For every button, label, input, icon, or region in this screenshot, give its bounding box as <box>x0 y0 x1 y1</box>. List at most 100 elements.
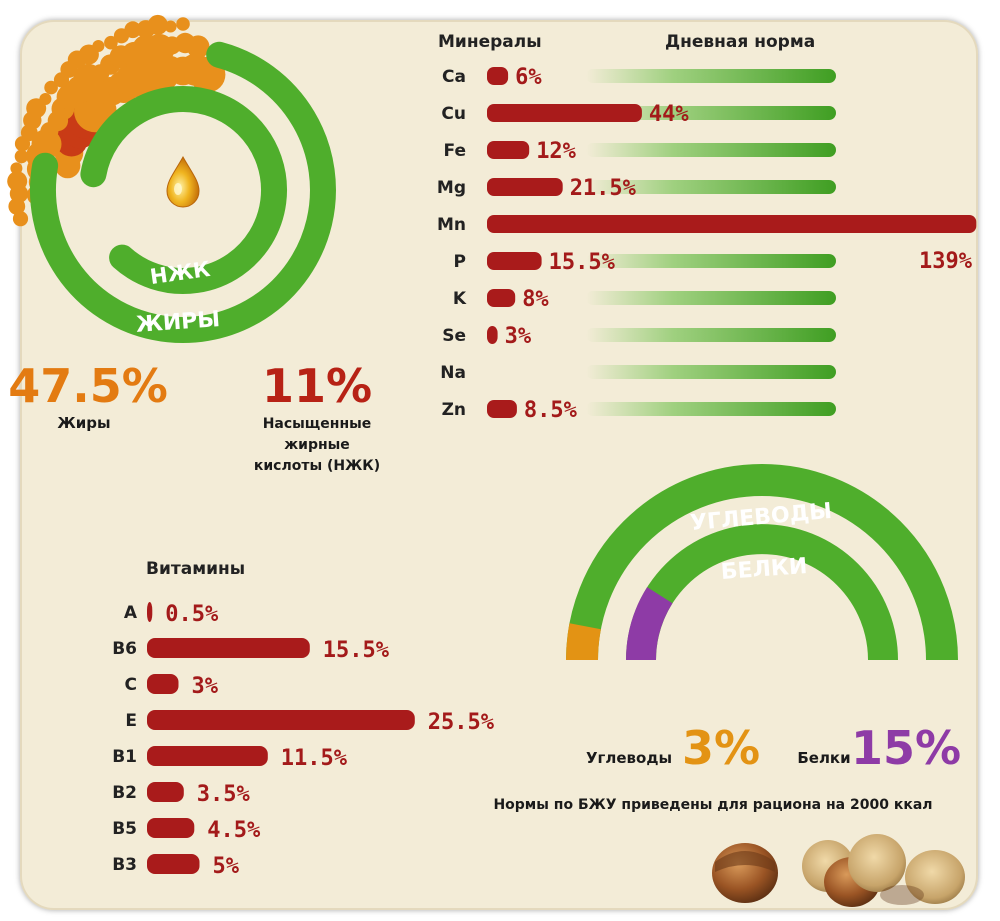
mineral-row-zn: Zn 8.5% <box>442 398 836 423</box>
minerals-bar-chart: Минералы Дневная норма Ca 6% Cu 44% Fe 12% Mg 2… <box>437 32 977 423</box>
vitamin-value-label: 0.5% <box>165 602 219 627</box>
macro-arc-chart: УГЛЕВОДЫ БЕЛКИ <box>566 464 958 661</box>
protein-arc-label: БЕЛКИ <box>720 554 808 585</box>
fat-bubble <box>7 171 28 192</box>
vitamin-value-label: 3% <box>192 674 219 699</box>
mineral-label: P <box>454 252 466 272</box>
fat-bubble <box>92 40 105 52</box>
fat-bubble <box>14 149 29 164</box>
mineral-label: Zn <box>442 400 466 420</box>
vitamin-value-label: 11.5% <box>281 746 348 771</box>
vitamin-value-label: 25.5% <box>428 710 495 735</box>
nzhk-inner-ring <box>80 86 287 294</box>
daily-norm-bar <box>586 291 836 305</box>
mineral-bar <box>487 326 498 344</box>
mineral-bar <box>487 215 977 233</box>
mineral-label: Mg <box>437 178 466 198</box>
mineral-value-label: 44% <box>649 102 689 127</box>
daily-norm-bar <box>586 69 836 83</box>
mineral-label: Fe <box>444 141 466 161</box>
daily-norm-bar <box>586 365 836 379</box>
vitamin-bar <box>147 638 310 658</box>
carbs-percent-value: 3% <box>682 721 760 775</box>
fat-bubble <box>124 21 142 39</box>
mineral-label: Mn <box>437 215 466 235</box>
mineral-value-label: 15.5% <box>549 250 616 275</box>
sfa-label-line2: жирные <box>284 437 350 453</box>
fat-bubble <box>10 162 23 175</box>
vitamin-bar <box>147 602 153 622</box>
mineral-row-ca: Ca 6% <box>442 65 836 90</box>
mineral-bar <box>487 141 530 159</box>
mineral-row-se: Se 3% <box>442 324 836 349</box>
minerals-title: Минералы <box>438 32 542 52</box>
fat-outer-ring <box>30 41 336 344</box>
vitamin-label: B1 <box>112 747 137 767</box>
fat-bubble <box>164 20 177 33</box>
fat-bubble <box>39 93 52 105</box>
daily-norm-bar <box>586 254 836 268</box>
mineral-value-label: 21.5% <box>570 176 637 201</box>
fat-bubble <box>176 17 190 31</box>
vitamin-label: E <box>125 711 137 731</box>
mineral-row-cu: Cu 44% <box>441 102 836 127</box>
vitamin-bar <box>147 746 268 766</box>
daily-norm-bar <box>586 328 836 342</box>
oil-drop-icon <box>166 155 200 208</box>
protein-label: Белки <box>797 749 850 767</box>
mineral-value-label: 8% <box>522 287 549 312</box>
mineral-label: K <box>453 289 467 309</box>
mineral-row-na: Na <box>440 363 836 383</box>
protein-arc-fill <box>626 587 673 661</box>
vitamin-value-label: 5% <box>213 854 240 879</box>
fat-bubbles <box>7 14 226 227</box>
vitamin-bar <box>147 818 195 838</box>
mineral-row-p: P 15.5% <box>454 250 836 275</box>
vitamin-bar <box>147 674 179 694</box>
fat-ring-label: ЖИРЫ <box>135 307 221 338</box>
mineral-bar <box>487 400 517 418</box>
vitamin-row-b2: B2 3.5% <box>112 782 251 807</box>
fat-bubble <box>147 14 168 35</box>
vitamin-label: C <box>125 675 137 695</box>
mineral-value-label: 6% <box>515 65 542 90</box>
daily-norm-bar <box>586 143 836 157</box>
mineral-label: Na <box>440 363 466 383</box>
vitamin-label: B6 <box>112 639 137 659</box>
mineral-bar <box>487 104 642 122</box>
sfa-label-line3: кислоты (НЖК) <box>254 458 380 474</box>
vitamin-bar <box>147 710 415 730</box>
mineral-value-label: 8.5% <box>524 398 578 423</box>
daily-norm-legend: Дневная норма <box>665 32 815 52</box>
fat-bubble <box>44 80 58 95</box>
fat-percent-value: 47.5% <box>8 359 168 413</box>
vitamin-bar <box>147 782 184 802</box>
daily-norm-bar <box>586 180 836 194</box>
vitamin-row-b3: B3 5% <box>112 854 240 879</box>
fat-label: Жиры <box>57 414 110 432</box>
vitamin-bar <box>147 854 200 874</box>
fat-ring-chart: НЖК ЖИРЫ <box>7 14 336 344</box>
mineral-value-label: 3% <box>505 324 532 349</box>
vitamin-row-b1: B1 11.5% <box>112 746 348 771</box>
hazelnuts-illustration <box>712 834 965 907</box>
fat-bubble <box>104 35 118 50</box>
vitamin-row-b6: B6 15.5% <box>112 638 390 663</box>
carbs-arc-fill <box>566 623 601 661</box>
carbs-outer-arc <box>566 464 958 661</box>
vitamin-value-label: 3.5% <box>197 782 251 807</box>
vitamins-rows: A 0.5% B6 15.5% C 3% E 25.5% B1 11.5% B2 3.5% B5 4.5%… <box>112 602 495 879</box>
mineral-bar <box>487 252 542 270</box>
vitamin-row-e: E 25.5% <box>125 710 495 735</box>
mineral-row-k: K 8% <box>453 287 836 312</box>
vitamin-value-label: 4.5% <box>207 818 261 843</box>
sfa-label-line1: Насыщенные <box>263 416 372 432</box>
daily-norm-bar <box>586 402 836 416</box>
fat-bubble <box>12 211 29 227</box>
mineral-row-fe: Fe 12% <box>444 139 836 164</box>
minerals-rows: Ca 6% Cu 44% Fe 12% Mg 21.5% Mn 139% P 15.5% K 8% Se 3%… <box>437 65 977 423</box>
mineral-row-mg: Mg 21.5% <box>437 176 836 201</box>
vitamin-label: B3 <box>112 855 137 875</box>
vitamin-label: B2 <box>112 783 137 803</box>
